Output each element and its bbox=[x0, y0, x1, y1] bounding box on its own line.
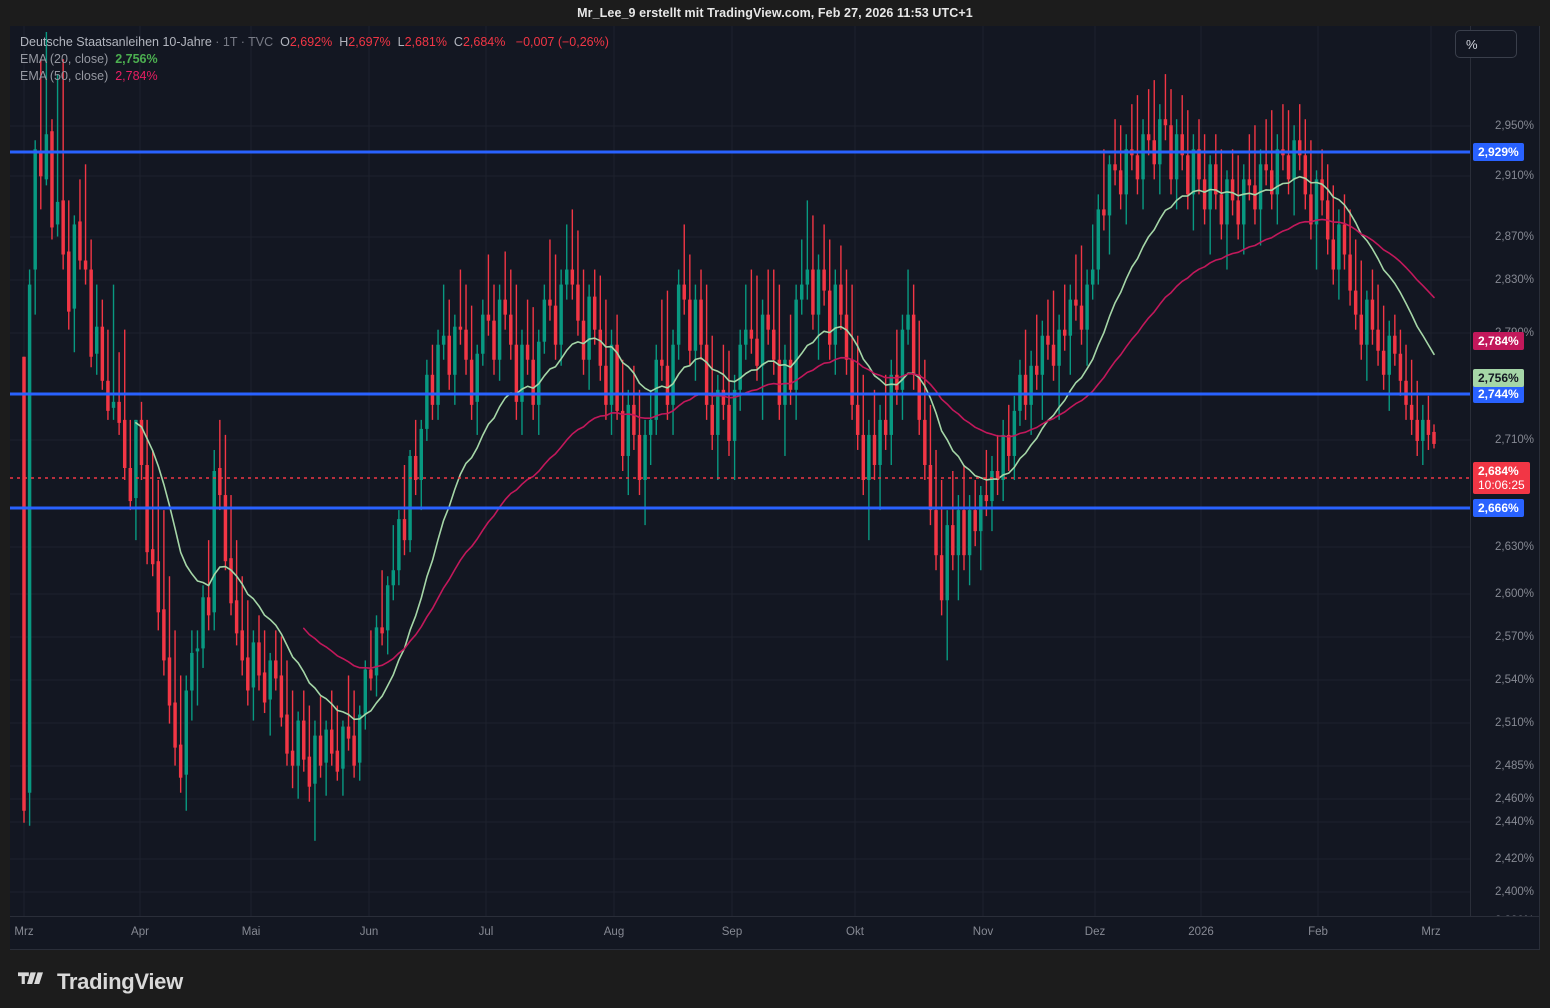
price-badge-support-lower[interactable]: 2,666% bbox=[1473, 499, 1524, 517]
chart-series bbox=[10, 32, 1470, 841]
price-tick: 2,485% bbox=[1494, 760, 1534, 772]
percent-scale-button[interactable]: % bbox=[1455, 30, 1517, 58]
price-axis[interactable]: 2,950%2,910%2,870%2,830%2,790%2,710%2,63… bbox=[1470, 26, 1539, 927]
price-badge-countdown: 10:06:25 bbox=[1478, 478, 1525, 492]
price-badge-ema20-value[interactable]: 2,756% bbox=[1473, 369, 1524, 387]
watermark-text: Mr_Lee_9 erstellt mit TradingView.com, F… bbox=[577, 6, 973, 20]
price-tick: 2,910% bbox=[1494, 170, 1534, 182]
time-tick: Nov bbox=[972, 926, 994, 938]
price-tick: 2,600% bbox=[1494, 588, 1534, 600]
chart-gridlines bbox=[10, 26, 1470, 916]
tradingview-logo[interactable]: TradingView bbox=[18, 969, 183, 995]
time-tick: Mrz bbox=[1421, 926, 1441, 938]
time-tick: Mrz bbox=[14, 926, 34, 938]
tradingview-logo-text: TradingView bbox=[57, 968, 183, 994]
time-tick: Sep bbox=[721, 926, 743, 938]
chart-panel: Deutsche Staatsanleihen 10-Jahre · 1T · … bbox=[10, 26, 1540, 950]
price-tick: 2,540% bbox=[1494, 674, 1534, 686]
price-badge-resistance-upper[interactable]: 2,929% bbox=[1473, 143, 1524, 161]
time-tick: Jul bbox=[478, 926, 494, 938]
price-tick: 2,440% bbox=[1494, 816, 1534, 828]
time-axis[interactable]: Mrz Apr Mai Jun Jul Aug Sep Okt Nov Dez 2026 Feb Mrz bbox=[10, 916, 1539, 949]
watermark-bar: Mr_Lee_9 erstellt mit TradingView.com, F… bbox=[0, 0, 1550, 26]
price-tick: 2,710% bbox=[1494, 434, 1534, 446]
tradingview-logo-icon bbox=[18, 972, 43, 984]
time-tick: Jun bbox=[359, 926, 379, 938]
time-tick: 2026 bbox=[1188, 926, 1214, 938]
footer: TradingView bbox=[0, 955, 1550, 1008]
price-tick: 2,400% bbox=[1494, 886, 1534, 898]
time-tick: Dez bbox=[1084, 926, 1106, 938]
price-tick: 2,460% bbox=[1494, 793, 1534, 805]
price-tick: 2,420% bbox=[1494, 853, 1534, 865]
plot-area[interactable] bbox=[10, 26, 1470, 916]
price-badge-ema50-value[interactable]: 2,784% bbox=[1473, 332, 1524, 350]
price-tick: 2,870% bbox=[1494, 231, 1534, 243]
time-tick: Aug bbox=[603, 926, 625, 938]
price-badge-value: 2,684% bbox=[1478, 464, 1519, 478]
percent-icon: % bbox=[1466, 36, 1478, 52]
time-tick: Mai bbox=[241, 926, 261, 938]
price-tick: 2,570% bbox=[1494, 631, 1534, 643]
price-tick: 2,830% bbox=[1494, 274, 1534, 286]
price-badge-current-price[interactable]: 2,684% 10:06:25 bbox=[1473, 462, 1530, 494]
time-tick: Okt bbox=[846, 926, 864, 938]
time-tick: Feb bbox=[1308, 926, 1328, 938]
price-tick: 2,510% bbox=[1494, 717, 1534, 729]
price-tick: 2,950% bbox=[1494, 120, 1534, 132]
time-tick: Apr bbox=[131, 926, 149, 938]
price-badge-resistance-mid[interactable]: 2,744% bbox=[1473, 385, 1524, 403]
price-tick: 2,630% bbox=[1494, 541, 1534, 553]
